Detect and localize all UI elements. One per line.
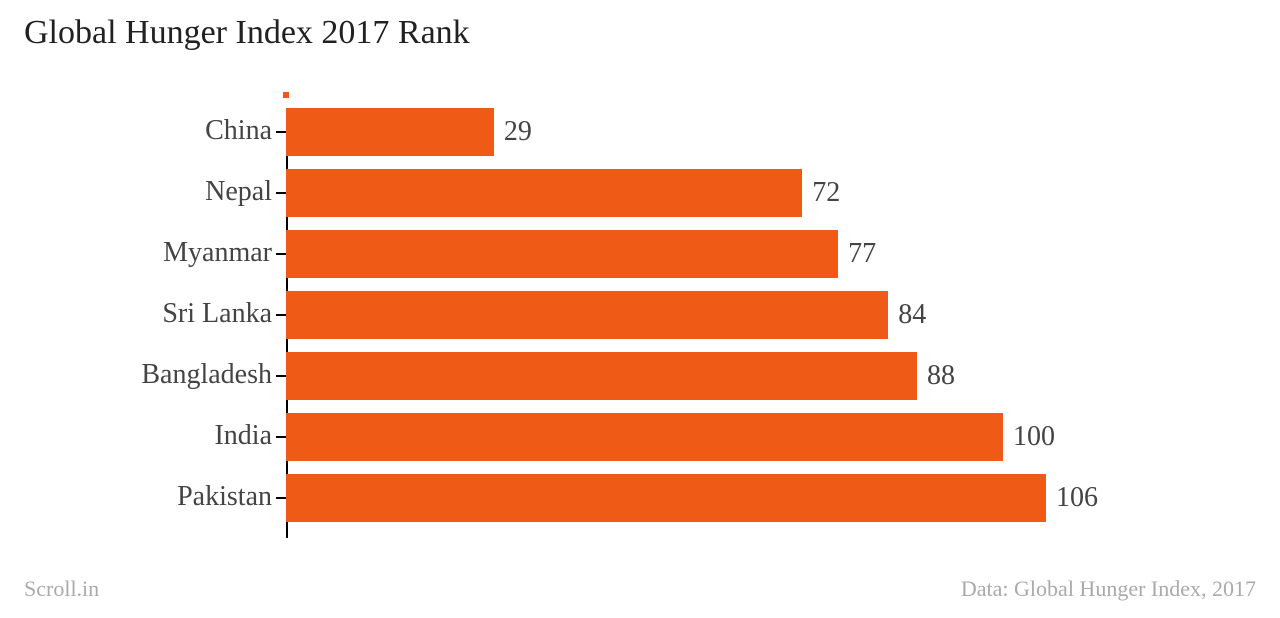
chart-container: Global Hunger Index 2017 Rank 29 7277 8488… <box>0 0 1280 618</box>
axis-tick <box>276 131 286 133</box>
chart-title: Global Hunger Index 2017 Rank <box>24 14 470 52</box>
bar-row: 29 <box>286 108 532 156</box>
category-label: Nepal <box>205 176 272 208</box>
bar-value-label: 72 <box>812 177 840 209</box>
category-label: India <box>214 420 272 452</box>
category-label: Myanmar <box>163 237 272 269</box>
bar-row: 100 <box>286 413 1055 461</box>
category-label: Sri Lanka <box>162 298 272 330</box>
axis-tick <box>276 314 286 316</box>
axis-tick <box>276 253 286 255</box>
bar <box>286 108 494 156</box>
bar <box>286 169 802 217</box>
axis-tick <box>276 192 286 194</box>
plot-area: 29 7277 8488 100106 <box>286 108 1246 538</box>
bar-value-label: 88 <box>927 360 955 392</box>
axis-tick <box>276 375 286 377</box>
source-left: Scroll.in <box>24 576 99 602</box>
bar-row: 84 <box>286 291 926 339</box>
category-label: Bangladesh <box>141 359 272 391</box>
category-label: China <box>205 115 272 147</box>
bar-row: 88 <box>286 352 955 400</box>
category-label: Pakistan <box>177 481 272 513</box>
bar-value-label: 77 <box>848 238 876 270</box>
legend-dot <box>283 92 289 98</box>
bar-value-label: 29 <box>504 116 532 148</box>
bar <box>286 352 917 400</box>
bar <box>286 291 888 339</box>
bar-row: 72 <box>286 169 840 217</box>
axis-tick <box>276 497 286 499</box>
source-right: Data: Global Hunger Index, 2017 <box>961 576 1256 602</box>
bar-value-label: 106 <box>1056 482 1098 514</box>
bar-row: 77 <box>286 230 876 278</box>
bar <box>286 474 1046 522</box>
axis-tick <box>276 436 286 438</box>
bar <box>286 230 838 278</box>
bar-value-label: 84 <box>898 299 926 331</box>
bar <box>286 413 1003 461</box>
bar-value-label: 100 <box>1013 421 1055 453</box>
bar-row: 106 <box>286 474 1098 522</box>
